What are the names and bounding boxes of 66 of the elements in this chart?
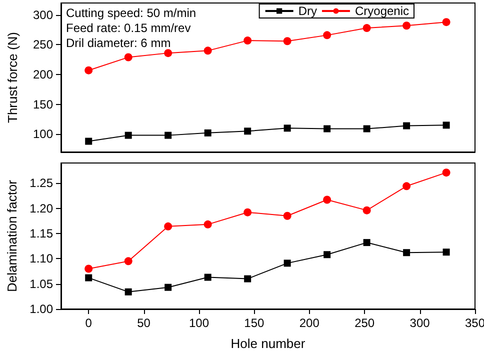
point	[244, 36, 252, 45]
x-tick-label: 0	[85, 316, 92, 330]
point	[244, 128, 252, 135]
point	[244, 275, 252, 282]
point	[324, 251, 331, 258]
y-axis-title: Delamination factor	[4, 179, 20, 292]
point	[442, 168, 450, 177]
point	[84, 264, 93, 273]
legend-label: Cryogenic	[354, 4, 410, 18]
point	[124, 132, 132, 139]
point	[124, 53, 132, 62]
y-tick-label: 200	[32, 68, 54, 82]
point	[204, 274, 212, 281]
point	[84, 66, 93, 74]
point	[442, 248, 450, 256]
y-tick-label: 1.25	[30, 176, 54, 190]
y-tick-label: 1.10	[30, 252, 54, 266]
x-tick-label: 50	[137, 316, 151, 330]
point	[362, 206, 371, 214]
x-tick-label: 150	[244, 316, 265, 330]
point	[164, 284, 172, 291]
point	[403, 249, 410, 256]
point	[204, 46, 212, 55]
x-tick-label: 250	[354, 316, 375, 330]
point	[244, 208, 252, 216]
point	[124, 257, 132, 266]
legend-label: Dry	[298, 4, 317, 18]
point	[363, 125, 370, 132]
point	[283, 37, 292, 46]
point	[362, 24, 371, 32]
point	[284, 260, 291, 267]
y-tick-label: 150	[32, 97, 54, 112]
y-tick-label: 250	[32, 38, 54, 52]
point	[85, 274, 92, 282]
point	[204, 220, 212, 228]
point	[164, 222, 172, 230]
x-axis-title: Hole number	[230, 336, 306, 351]
x-tick-label: 300	[410, 316, 430, 330]
y-tick-label: 1.00	[30, 302, 54, 316]
point	[402, 182, 411, 190]
point	[442, 18, 450, 26]
x-tick-label: 200	[299, 316, 320, 330]
point	[164, 132, 172, 139]
point	[403, 122, 410, 130]
point	[85, 138, 92, 145]
y-axis-title: Thrust force (N)	[5, 32, 20, 124]
point	[323, 196, 332, 204]
annotation: Dril diameter: 6 mm	[66, 36, 171, 50]
point	[323, 31, 332, 40]
point	[324, 125, 331, 132]
point	[283, 212, 292, 220]
point	[124, 288, 132, 296]
annotation: Cutting speed: 50 m/min	[66, 6, 196, 20]
annotation: Feed rate: 0.15 mm/rev	[66, 21, 191, 35]
point	[204, 129, 212, 136]
y-tick-label: 1.20	[30, 201, 54, 216]
y-tick-label: 1.15	[30, 226, 54, 240]
point	[164, 49, 172, 58]
point	[442, 122, 450, 129]
y-tick-label: 100	[32, 127, 54, 142]
x-tick-label: 100	[188, 316, 210, 330]
y-tick-label: 1.05	[30, 276, 54, 291]
point	[402, 22, 411, 30]
point	[284, 124, 291, 132]
y-tick-label: 300	[32, 8, 54, 22]
point	[363, 239, 370, 246]
